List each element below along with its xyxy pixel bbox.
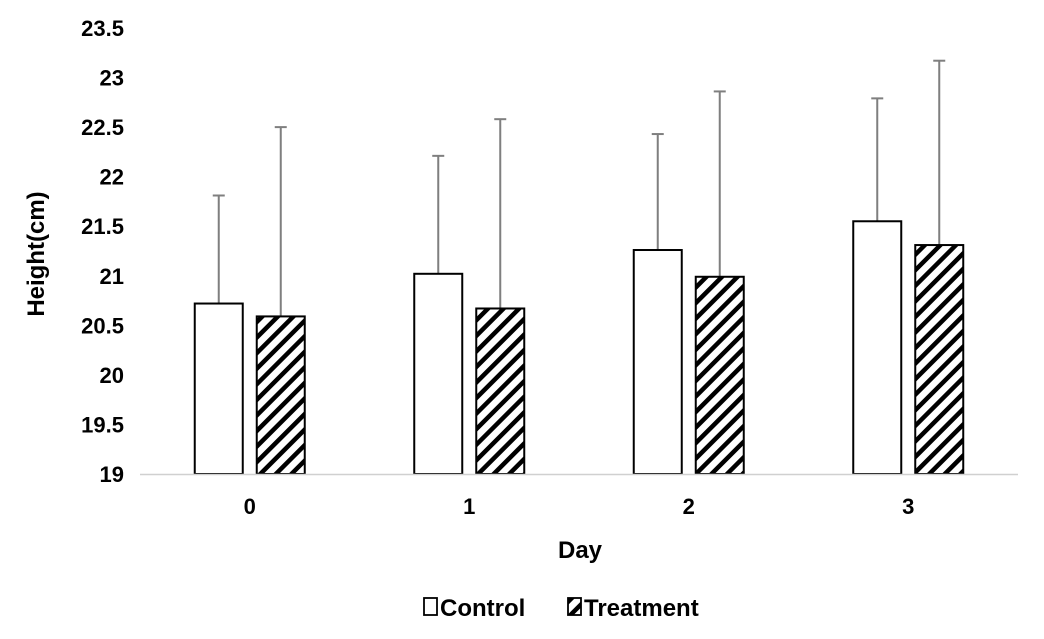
legend-label-control: Control — [440, 595, 525, 622]
error-bars — [212, 59, 946, 317]
x-tick-label: 2 — [683, 494, 695, 519]
bar-treatment-day-0 — [255, 315, 306, 475]
x-tick-label: 1 — [463, 494, 475, 519]
y-tick-label: 21 — [100, 264, 124, 289]
x-axis-tick-labels: 0 1 2 3 — [244, 494, 915, 519]
bar-control-day-0 — [193, 302, 244, 476]
y-tick-label: 23 — [100, 66, 124, 91]
legend-swatch-treatment — [567, 597, 582, 616]
x-tick-label: 0 — [244, 494, 256, 519]
bar-control-day-1 — [413, 272, 464, 475]
y-tick-label: 22.5 — [81, 115, 124, 140]
x-axis-title: Day — [558, 537, 603, 564]
legend-swatch-control — [423, 597, 438, 616]
y-axis-tick-labels: 19 19.5 20 20.5 21 21.5 22 22.5 23 23.5 — [81, 16, 124, 487]
y-tick-label: 20.5 — [81, 313, 124, 338]
y-tick-label: 22 — [100, 165, 124, 190]
y-tick-label: 21.5 — [81, 214, 124, 239]
y-tick-label: 19.5 — [81, 412, 124, 437]
bar-control-day-3 — [852, 220, 903, 475]
bars — [193, 220, 965, 476]
legend-label-treatment: Treatment — [584, 595, 699, 622]
y-axis-title: Height(cm) — [23, 191, 50, 316]
bar-control-day-2 — [632, 249, 683, 475]
bar-treatment-day-1 — [475, 307, 526, 475]
x-tick-label: 3 — [902, 494, 914, 519]
y-tick-label: 20 — [100, 363, 124, 388]
bar-treatment-day-2 — [694, 275, 745, 475]
bar-treatment-day-3 — [914, 244, 965, 475]
y-tick-label: 19 — [100, 462, 124, 487]
y-tick-label: 23.5 — [81, 16, 124, 41]
legend: Control Treatment — [423, 595, 699, 622]
